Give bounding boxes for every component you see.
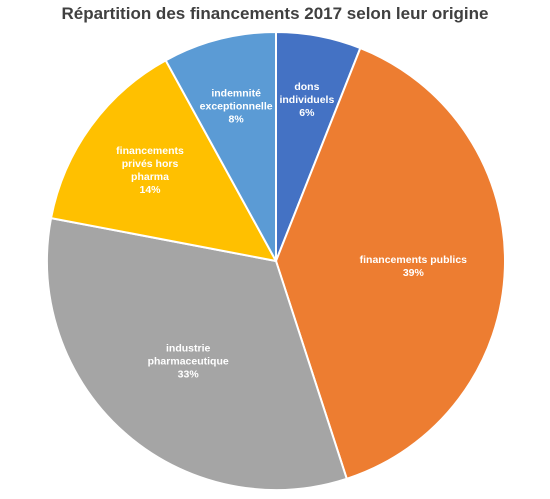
slice-label: financements privés hors pharma 14% — [116, 145, 184, 196]
slice-value-label: 39% — [403, 267, 425, 279]
slice-value-label: 8% — [229, 114, 245, 126]
slice-label: indemnité exceptionnelle 8% — [200, 88, 273, 126]
slice-category-label: pharmaceutique — [148, 356, 229, 368]
slice-label: industrie pharmaceutique 33% — [148, 343, 229, 381]
pie-slice-financements-privés-hors-pharma — [50, 59, 277, 262]
slice-value-label: 6% — [299, 107, 315, 119]
pie-labels: dons individuels 6% financements publics 39%… — [116, 81, 467, 381]
slice-category-label: financements — [116, 145, 184, 157]
slice-value-label: 33% — [178, 369, 200, 381]
slice-category-label: dons — [294, 81, 319, 93]
pie-slice-financements-publics — [275, 47, 506, 480]
slice-category-label: financements publics — [360, 254, 468, 266]
slice-category-label: indemnité — [211, 88, 261, 100]
slice-value-label: 14% — [140, 184, 162, 196]
pie-slices — [46, 31, 506, 491]
chart-title: Répartition des financements 2017 selon … — [61, 4, 489, 23]
slice-label: financements publics 39% — [360, 254, 468, 279]
slice-category-label: individuels — [279, 94, 334, 106]
pie-slice-indemnité-exceptionnelle — [164, 31, 277, 262]
slice-label: dons individuels 6% — [279, 81, 334, 119]
slice-category-label: exceptionnelle — [200, 101, 273, 113]
slice-category-label: privés hors — [122, 158, 179, 170]
slice-category-label: industrie — [166, 343, 210, 355]
slice-category-label: pharma — [131, 171, 169, 183]
pie-slice-industrie-pharmaceutique — [46, 217, 348, 491]
